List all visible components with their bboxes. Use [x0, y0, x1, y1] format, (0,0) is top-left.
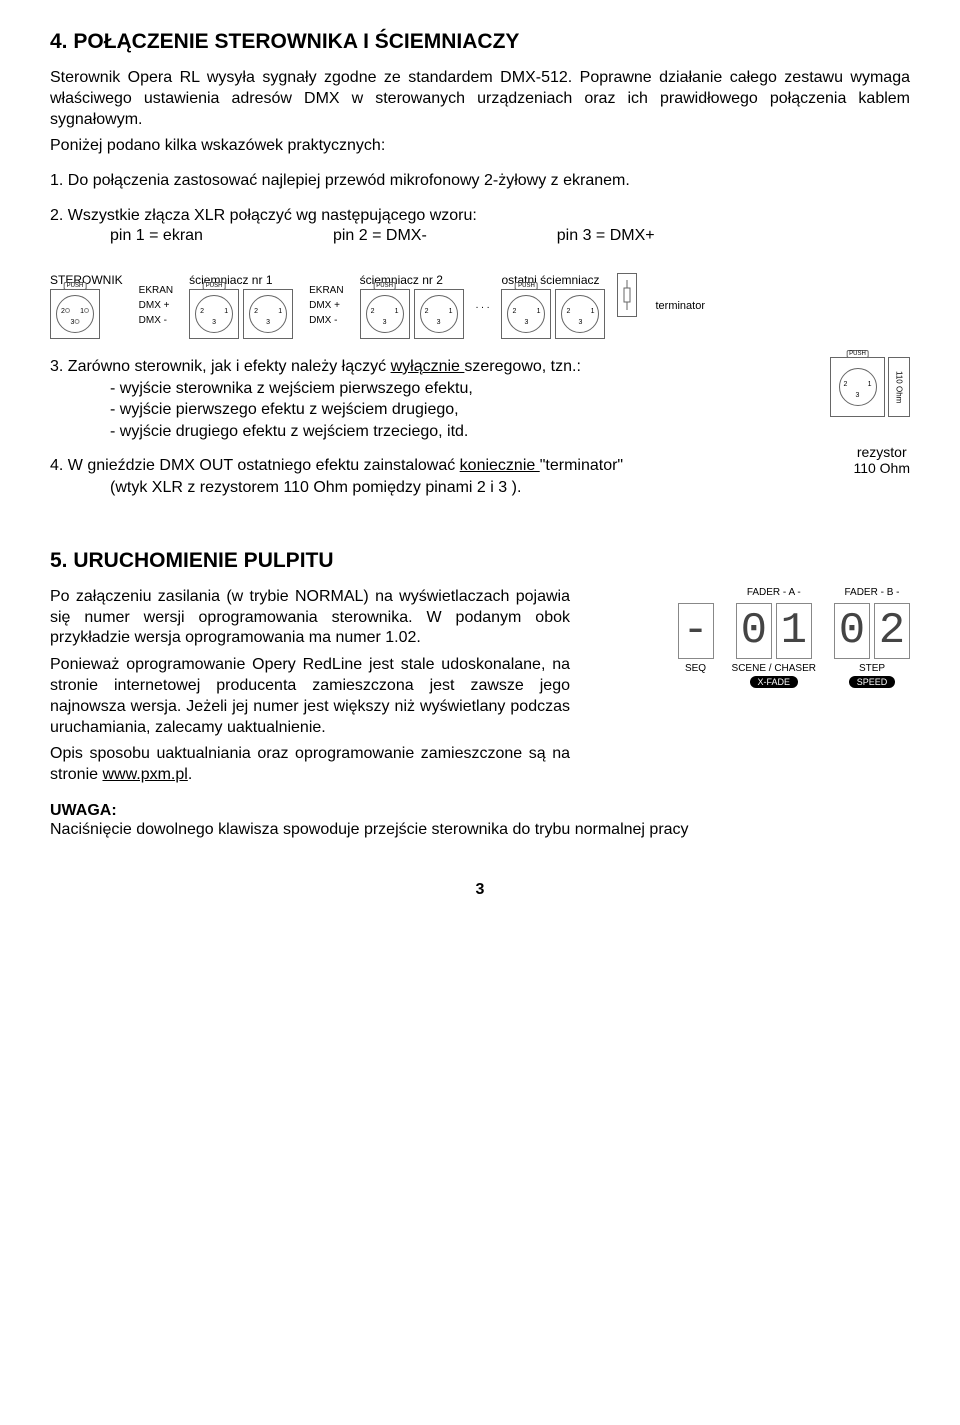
seven-seg-digit: 1: [776, 603, 812, 659]
tip3-item-a: - wyjście sterownika z wejściem pierwsze…: [110, 378, 910, 400]
push-icon: PUSH: [203, 282, 226, 290]
resistor-label: rezystor110 Ohm: [853, 444, 910, 476]
wire-dmxp: DMX +: [309, 298, 343, 313]
seven-seg-digit: 2: [874, 603, 910, 659]
xlr-socket: PUSH123: [360, 289, 410, 339]
pin1: pin 1 = ekran: [110, 227, 203, 245]
push-icon: PUSH: [846, 350, 869, 358]
xlr-socket: PUSH 123: [830, 357, 885, 417]
tip4-tail: "terminator": [540, 457, 623, 474]
scene-chaser-label: SCENE / CHASER: [732, 663, 816, 674]
section-4: 4. POŁĄCZENIE STEROWNIKA I ŚCIEMNIACZY S…: [50, 30, 910, 499]
section5-p3: Opis sposobu uaktualniania oraz oprogram…: [50, 744, 570, 786]
wire-dmxm: DMX -: [309, 313, 343, 328]
tip-1: 1. Do połączenia zastosować najlepiej pr…: [50, 171, 910, 192]
xlr-socket: PUSH123: [501, 289, 551, 339]
terminator-icon: [617, 273, 637, 317]
section4-tips-intro: Poniżej podano kilka wskazówek praktyczn…: [50, 136, 910, 157]
seven-seg-digit: -: [678, 603, 714, 659]
tip3-tail: szeregowo, tzn.:: [464, 358, 581, 375]
display-panel: - SEQ FADER - A - 0 1 SCENE / CHASER X-F…: [678, 587, 910, 688]
resistor-box: 110 Ohm: [888, 357, 910, 417]
xlr-socket: PUSH123: [189, 289, 239, 339]
step-label: STEP: [859, 663, 885, 674]
fader-b-label: FADER - B -: [844, 587, 899, 599]
tip3-item-c: - wyjście drugiego efektu z wejściem trz…: [110, 421, 910, 443]
connector-diagram: STEROWNIK PUSH 1 2 3 EKRAN DMX + DMX - ś…: [50, 273, 910, 339]
ohm-label: 110 Ohm: [895, 371, 904, 403]
uwaga-label: UWAGA:: [50, 802, 910, 820]
tip4-underline: koniecznie: [460, 457, 540, 474]
tip3-sublist: - wyjście sterownika z wejściem pierwsze…: [50, 378, 910, 443]
scene-chaser-display: FADER - A - 0 1 SCENE / CHASER X-FADE: [732, 587, 816, 688]
section-5: 5. URUCHOMIENIE PULPITU - SEQ FADER - A …: [50, 549, 910, 841]
tip4-sub: (wtyk XLR z rezystorem 110 Ohm pomiędzy …: [50, 477, 910, 499]
section4-title: 4. POŁĄCZENIE STEROWNIKA I ŚCIEMNIACZY: [50, 30, 910, 54]
push-icon: PUSH: [515, 282, 538, 290]
section5-title: 5. URUCHOMIENIE PULPITU: [50, 549, 910, 573]
page-number: 3: [50, 881, 910, 899]
seq-display: - SEQ: [678, 587, 714, 688]
seven-seg-digit: 0: [834, 603, 870, 659]
wire-dmxp: DMX +: [139, 298, 173, 313]
sterownik-connector: STEROWNIK PUSH 1 2 3: [50, 273, 123, 339]
last-dimmer-connector: ostatni ściemniacz PUSH123 123: [501, 273, 605, 339]
seven-seg-digit: 0: [736, 603, 772, 659]
wire-ekran: EKRAN: [309, 283, 343, 298]
disp-label-empty: [694, 587, 697, 599]
wire-ekran: EKRAN: [139, 283, 173, 298]
pin3: pin 3 = DMX+: [557, 227, 655, 245]
dimmer1-connector: ściemniacz nr 1 PUSH123 123: [189, 273, 293, 339]
xlr-socket: 123: [243, 289, 293, 339]
terminator-side-diagram: PUSH 123 110 Ohm: [830, 357, 910, 417]
tip3-underline: wyłącznie: [391, 358, 465, 375]
xfade-pill: X-FADE: [750, 676, 799, 688]
tip3-lead: 3. Zarówno sterownik, jak i efekty należ…: [50, 358, 391, 375]
pin2: pin 2 = DMX-: [333, 227, 427, 245]
section5-p2: Ponieważ oprogramowanie Opery RedLine je…: [50, 655, 570, 738]
push-icon: PUSH: [64, 282, 87, 290]
xlr-socket: 123: [414, 289, 464, 339]
push-icon: PUSH: [373, 282, 396, 290]
pin-assignments: pin 1 = ekran pin 2 = DMX- pin 3 = DMX+: [50, 227, 910, 245]
fader-a-label: FADER - A -: [747, 587, 801, 599]
dimmer2-connector: ściemniacz nr 2 PUSH123 123: [360, 273, 464, 339]
tip3-item-b: - wyjście pierwszego efektu z wejściem d…: [110, 399, 910, 421]
xlr-socket: 123: [555, 289, 605, 339]
tip-2: 2. Wszystkie złącza XLR połączyć wg nast…: [50, 206, 910, 227]
seq-label: SEQ: [685, 663, 706, 674]
tip-4: 4. W gnieździe DMX OUT ostatniego efektu…: [50, 456, 910, 498]
continuation-dots: . . .: [476, 273, 490, 339]
xlr-socket: PUSH 1 2 3: [50, 289, 100, 339]
uwaga-text: Naciśnięcie dowolnego klawisza spowoduje…: [50, 820, 910, 841]
speed-pill: SPEED: [849, 676, 896, 688]
tip4-lead: 4. W gnieździe DMX OUT ostatniego efektu…: [50, 457, 460, 474]
wire-labels-2: EKRAN DMX + DMX -: [309, 273, 343, 339]
terminator-label: terminator: [655, 273, 705, 339]
pxm-url[interactable]: www.pxm.pl: [102, 766, 187, 783]
section5-text: Po załączeniu zasilania (w trybie NORMAL…: [50, 587, 570, 786]
step-display: FADER - B - 0 2 STEP SPEED: [834, 587, 910, 688]
section4-intro: Sterownik Opera RL wysyła sygnały zgodne…: [50, 68, 910, 130]
wire-dmxm: DMX -: [139, 313, 173, 328]
section5-p1: Po załączeniu zasilania (w trybie NORMAL…: [50, 587, 570, 649]
wire-labels-1: EKRAN DMX + DMX -: [139, 273, 173, 339]
tip-3: 3. Zarówno sterownik, jak i efekty należ…: [50, 357, 910, 378]
